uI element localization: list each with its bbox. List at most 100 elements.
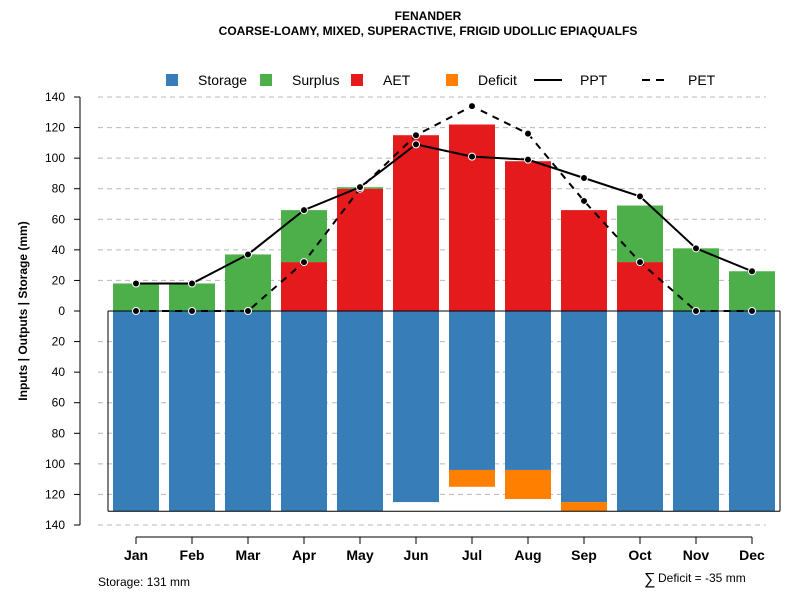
ppt-point: [188, 279, 196, 288]
legend-swatch-surplus: [260, 74, 272, 86]
y-tick-label: 140: [45, 90, 65, 104]
storage-bar: [729, 311, 775, 512]
legend-label-ppt: PPT: [580, 72, 608, 88]
storage-bar: [505, 311, 551, 470]
ppt-point: [524, 155, 532, 164]
aet-bar: [337, 188, 383, 311]
y-tick-label: 120: [45, 487, 65, 501]
storage-footer: Storage: 131 mm: [98, 575, 190, 589]
x-tick-label: Mar: [236, 547, 261, 563]
ppt-point: [692, 244, 700, 253]
deficit-bar: [561, 502, 607, 512]
y-tick-label: 140: [45, 518, 65, 532]
x-tick-label: Oct: [628, 547, 652, 563]
y-axis: 140 120 100 80 60 40 20 0 20 40 60 80 100 120 140: [45, 90, 81, 532]
y-tick-label: 0: [58, 304, 65, 318]
pet-point: [748, 307, 756, 315]
aet-bar: [505, 161, 551, 311]
x-axis: Jan Feb Mar Apr May Jun Jul Aug Sep Oct Nov Dec: [124, 536, 765, 563]
storage-bar: [281, 311, 327, 512]
y-tick-label: 80: [52, 182, 66, 196]
y-tick-label: 120: [45, 121, 65, 135]
ppt-point: [468, 152, 476, 161]
storage-bar: [673, 311, 719, 512]
pet-point: [468, 102, 476, 111]
x-tick-label: Sep: [571, 547, 597, 563]
legend-swatch-deficit: [446, 74, 458, 86]
aet-bar: [617, 262, 663, 311]
chart-title: FENANDER: [395, 9, 462, 23]
x-tick-label: Aug: [514, 547, 541, 563]
surplus-bar: [281, 210, 327, 263]
legend-label-storage: Storage: [198, 72, 247, 88]
x-tick-label: Jun: [404, 547, 429, 563]
ppt-point: [244, 250, 252, 259]
surplus-bar: [113, 283, 159, 311]
ppt-point: [132, 279, 140, 288]
deficit-bar: [449, 469, 495, 487]
storage-bar: [561, 311, 607, 503]
pet-point: [132, 307, 140, 315]
ppt-point: [636, 192, 644, 201]
y-tick-label: 20: [52, 273, 66, 287]
bars: [107, 124, 781, 512]
ppt-point: [748, 267, 756, 276]
surplus-bar: [673, 248, 719, 311]
y-tick-label: 60: [52, 396, 66, 410]
legend-label-surplus: Surplus: [292, 72, 339, 88]
pet-point: [636, 258, 644, 267]
x-tick-label: Apr: [292, 547, 317, 563]
series-lines: [132, 102, 756, 315]
storage-bar: [337, 311, 383, 512]
ppt-point: [580, 174, 588, 183]
y-tick-label: 40: [52, 365, 66, 379]
surplus-bar: [729, 271, 775, 311]
pet-point: [188, 307, 196, 315]
pet-point: [300, 258, 308, 267]
ppt-point: [412, 140, 420, 149]
aet-bar: [561, 210, 607, 311]
storage-bar: [169, 311, 215, 512]
x-tick-label: Jul: [462, 547, 482, 563]
x-tick-label: Dec: [739, 547, 765, 563]
chart-subtitle: COARSE-LOAMY, MIXED, SUPERACTIVE, FRIGID…: [219, 24, 638, 38]
y-tick-label: 20: [52, 335, 66, 349]
x-tick-label: Nov: [683, 547, 710, 563]
y-tick-label: 100: [45, 151, 65, 165]
surplus-bar: [617, 205, 663, 263]
aet-bar: [393, 135, 439, 311]
legend-label-aet: AET: [383, 72, 411, 88]
surplus-bar: [225, 254, 271, 311]
aet-bar: [281, 262, 327, 311]
y-tick-label: 100: [45, 457, 65, 471]
legend-label-pet: PET: [688, 72, 716, 88]
y-tick-label: 60: [52, 212, 66, 226]
deficit-bar: [505, 469, 551, 500]
pet-point: [244, 307, 252, 315]
pet-point: [580, 196, 588, 205]
legend-swatch-storage: [166, 74, 178, 86]
storage-bar: [393, 311, 439, 503]
pet-line: [136, 105, 752, 312]
storage-bar: [449, 311, 495, 470]
ppt-point: [300, 206, 308, 215]
y-tick-label: 40: [52, 243, 66, 257]
x-tick-label: Feb: [180, 547, 205, 563]
ppt-line: [136, 143, 753, 285]
legend-label-deficit: Deficit: [478, 72, 517, 88]
storage-bar: [113, 311, 159, 512]
storage-bar: [617, 311, 663, 512]
surplus-bar: [169, 283, 215, 311]
deficit-footer: Deficit = -35 mm: [658, 571, 746, 585]
pet-point: [692, 307, 700, 315]
deficit-sum-icon: ∑: [644, 571, 655, 588]
ppt-point: [356, 183, 364, 192]
legend: Storage Surplus AET Deficit PPT PET: [166, 72, 716, 88]
x-tick-label: Jan: [124, 547, 148, 563]
pet-point: [412, 131, 420, 140]
pet-point: [524, 129, 532, 138]
x-tick-label: May: [346, 547, 373, 563]
legend-swatch-aet: [351, 74, 363, 86]
y-tick-label: 80: [52, 426, 66, 440]
